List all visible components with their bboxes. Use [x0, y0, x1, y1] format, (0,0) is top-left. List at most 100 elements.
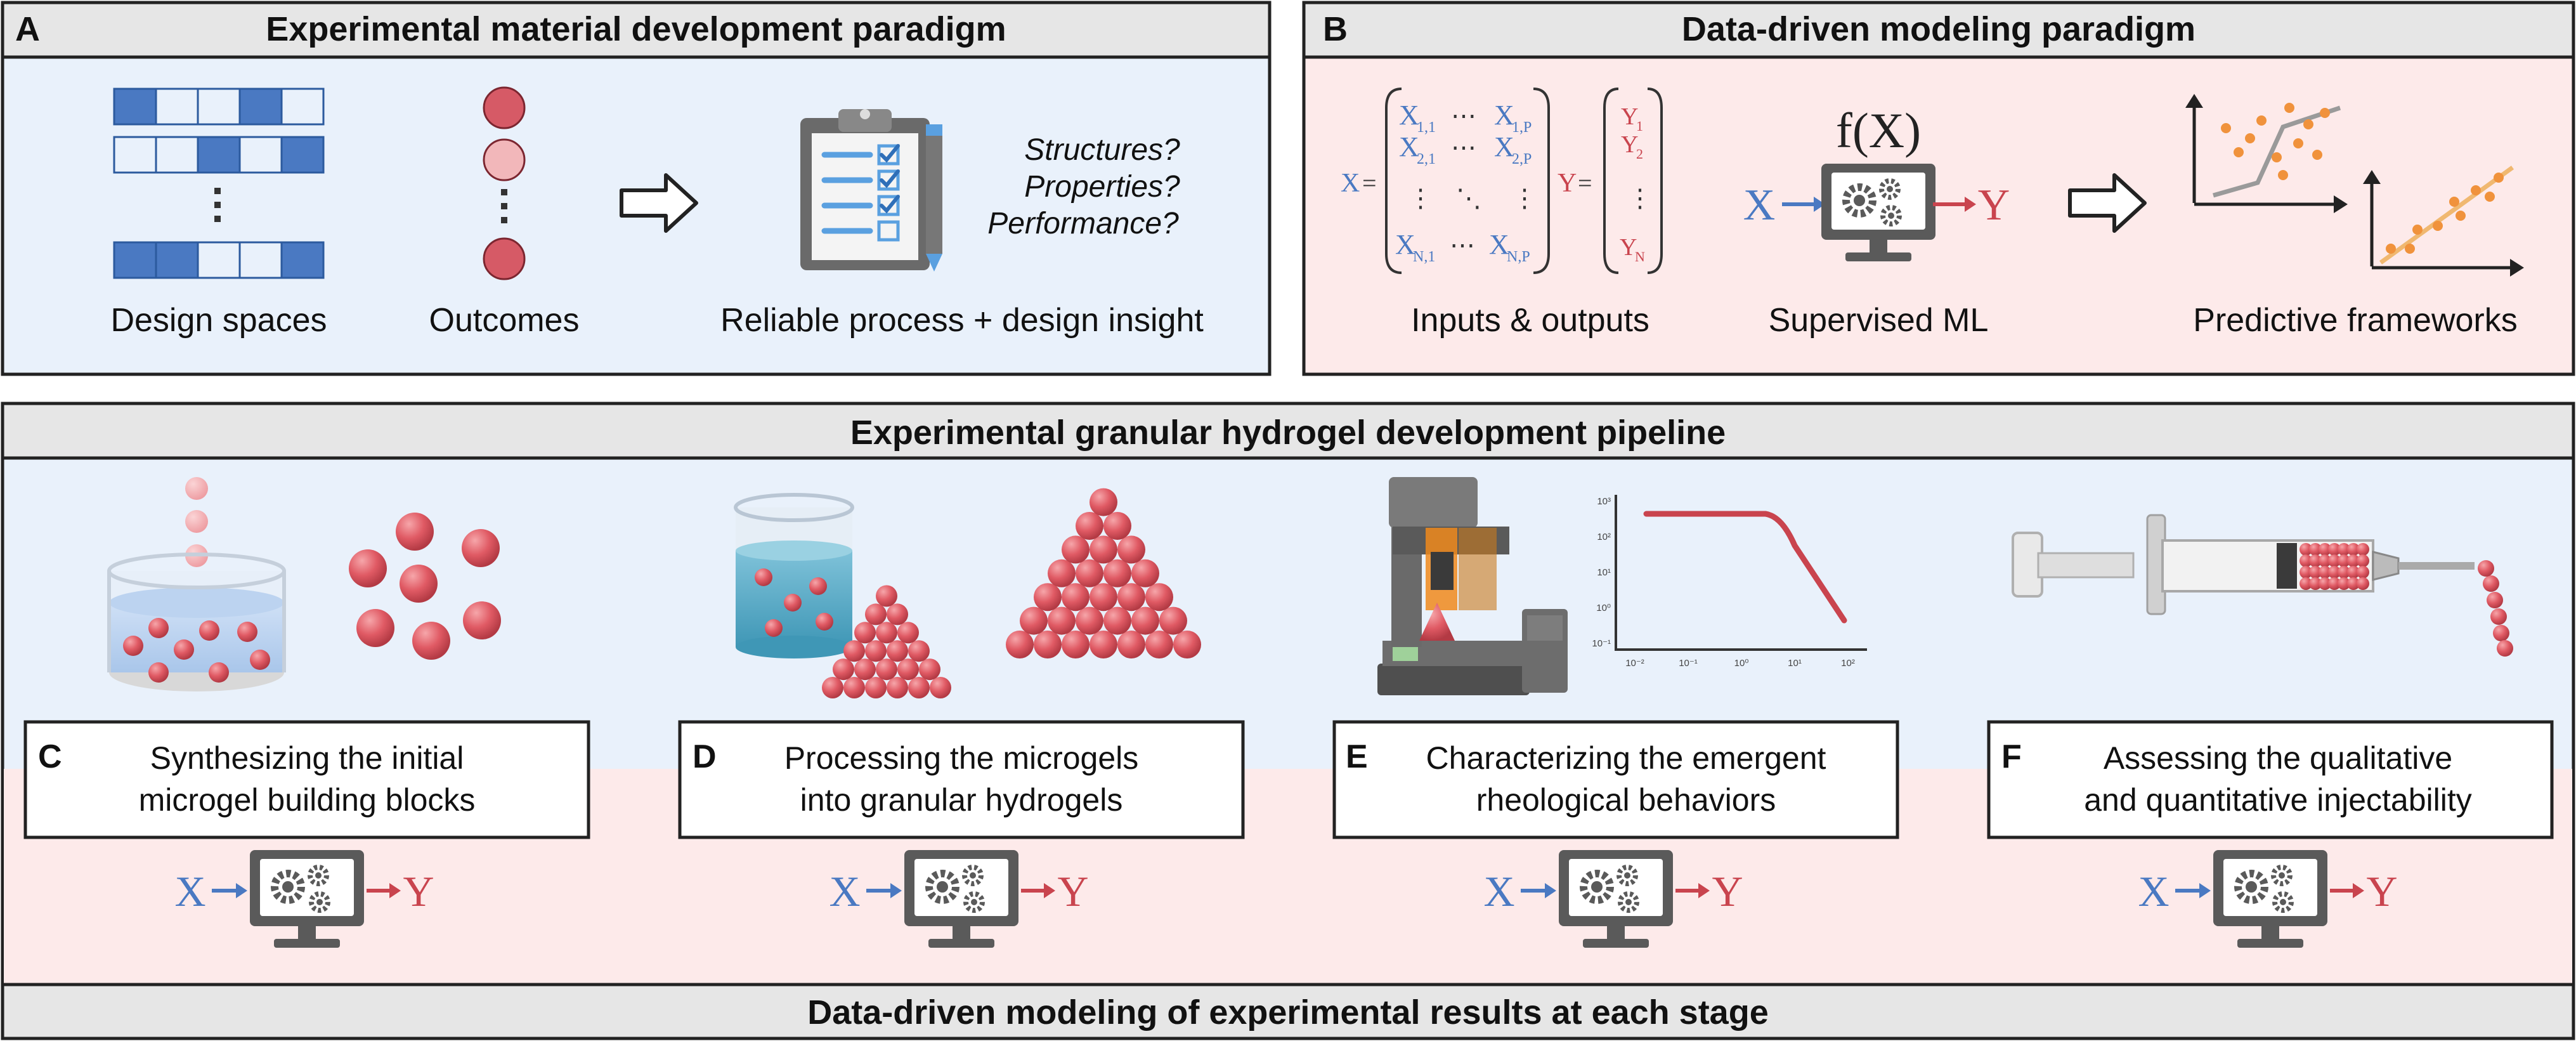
stage-ml-y: Y: [1057, 867, 1088, 915]
panel-b: B Data-driven modeling paradigm X = X 1,…: [1302, 1, 2575, 376]
microgel-bead: [2328, 543, 2341, 556]
matrix-r2cp: X: [1494, 131, 1514, 162]
matrix-r2c1: X: [1399, 131, 1419, 162]
panel-b-title: Data-driven modeling paradigm: [1682, 10, 2195, 48]
rheology-y-tick: 10⁻¹: [1592, 638, 1611, 649]
stage-c: C Synthesizing the initial microgel buil…: [23, 720, 590, 839]
microgel-bead: [1145, 631, 1173, 658]
stage-d: D Processing the microgels into granular…: [678, 720, 1245, 839]
stage-f-line1: Assessing the qualitative: [2104, 740, 2452, 776]
microgel-bead: [876, 622, 897, 644]
microgel-bead: [2357, 577, 2369, 590]
stage-e-line2: rheological behaviors: [1476, 782, 1776, 818]
rheology-x-tick: 10⁻²: [1625, 658, 1644, 669]
microgel-bead: [887, 640, 908, 662]
microgel-bead: [2338, 554, 2350, 567]
rheology-y-tick: 10⁰: [1596, 603, 1611, 613]
matrix-rnc1: X: [1395, 229, 1415, 260]
microgel-bead: [1090, 535, 1117, 564]
vector-y1: Y: [1621, 103, 1638, 130]
microgel-bead: [1006, 631, 1034, 658]
outcome-circles: [483, 86, 526, 280]
caption-outcomes: Outcomes: [429, 302, 580, 339]
stage-d-letter: D: [693, 738, 717, 775]
microgel-bead: [822, 677, 843, 698]
processing-illustration: [734, 488, 1201, 698]
microgel-bead: [2309, 566, 2322, 579]
vector-y2: Y: [1621, 131, 1638, 158]
microgel-bead: [1103, 559, 1131, 587]
clipboard-icon: [800, 109, 930, 270]
microgel-bead: [2319, 554, 2331, 567]
microgel-bead: [1131, 606, 1159, 635]
rheology-x-tick: 10⁰: [1734, 658, 1749, 669]
rheology-chart: 10³ 10² 10¹ 10⁰ 10⁻¹ 10⁻² 10⁻¹ 10⁰ 10¹ 10²: [1592, 495, 1867, 669]
microgel-bead: [1048, 559, 1076, 587]
function-fx: f(X): [1836, 103, 1921, 158]
microgel-bead: [1076, 606, 1103, 635]
microgel-bead: [1062, 631, 1090, 658]
microgel-bead: [2338, 566, 2350, 579]
matrix-x-label: X: [1341, 169, 1360, 198]
stage-ml-x: X: [2138, 867, 2169, 915]
microgel-bead: [1117, 535, 1145, 564]
microgel-bead: [1117, 631, 1145, 658]
microgel-bead: [2347, 554, 2360, 567]
microgel-bead: [897, 622, 919, 644]
synthesis-illustration: [107, 477, 501, 691]
microgel-bead: [2357, 554, 2369, 567]
stage-e-line1: Characterizing the emergent: [1426, 740, 1826, 776]
stage-ml-y: Y: [2366, 867, 2397, 915]
rheology-x-tick: 10¹: [1788, 658, 1802, 669]
matrix-r2cp-sub: 2,P: [1512, 151, 1532, 167]
vector-y2-sub: 2: [1636, 146, 1643, 162]
stage-e-letter: E: [1346, 738, 1368, 775]
stage-ml-x: X: [829, 867, 860, 915]
microgel-bead: [843, 640, 865, 662]
microgel-bead: [1145, 583, 1173, 612]
microgel-bead: [854, 622, 876, 644]
microgel-bead: [2328, 554, 2341, 567]
question-structures: Structures?: [1024, 133, 1180, 167]
rheology-axes: [1615, 495, 1867, 651]
stage-c-line2: microgel building blocks: [139, 782, 476, 818]
microgel-bead: [908, 640, 930, 662]
microgel-bead: [1173, 631, 1201, 658]
matrix-r1cp-sub: 1,P: [1512, 119, 1532, 136]
matrix-r1cp: X: [1494, 100, 1514, 131]
microgel-bead: [876, 585, 897, 607]
pencil-icon: [926, 124, 942, 272]
panel-a-letter: A: [15, 10, 40, 48]
microgel-bead: [1090, 631, 1117, 658]
microgel-bead: [897, 658, 919, 681]
pipeline-footer: Data-driven modeling of experimental res…: [807, 993, 1768, 1031]
large-bead-pile: [1006, 488, 1201, 658]
stage-c-letter: C: [38, 738, 62, 775]
arrow-right-icon: [620, 173, 698, 233]
microgel-bead: [865, 640, 887, 662]
caption-supervised-ml: Supervised ML: [1769, 302, 1989, 339]
microgel-bead: [833, 658, 854, 681]
rheology-y-tick: 10³: [1597, 496, 1611, 507]
microgel-bead: [2300, 554, 2312, 567]
stage-f: F Assessing the qualitative and quantita…: [1987, 720, 2554, 839]
microgel-bead: [2319, 566, 2331, 579]
microgel-bead: [1103, 512, 1131, 540]
matrix-hdots-2: ⋯: [1451, 133, 1476, 162]
microgel-bead: [1062, 583, 1090, 612]
matrix-vdots-2: ⋮: [1512, 184, 1537, 213]
syringe-illustration: [2012, 514, 2513, 657]
rheology-curve: [1643, 511, 1847, 624]
microgel-bead: [1062, 535, 1090, 564]
microgel-bead: [1117, 583, 1145, 612]
input-matrix: X = X 1,1 X 1,P X 2,1 X 2,P X N,1 X N,P …: [1341, 88, 1550, 274]
microgel-bead: [1076, 512, 1103, 540]
microgel-bead: [2309, 577, 2322, 590]
matrix-ddots: ⋱: [1456, 184, 1481, 213]
matrix-hdots-1: ⋯: [1451, 101, 1476, 130]
microgel-bead: [887, 677, 908, 698]
panel-a-title: Experimental material development paradi…: [266, 10, 1006, 48]
